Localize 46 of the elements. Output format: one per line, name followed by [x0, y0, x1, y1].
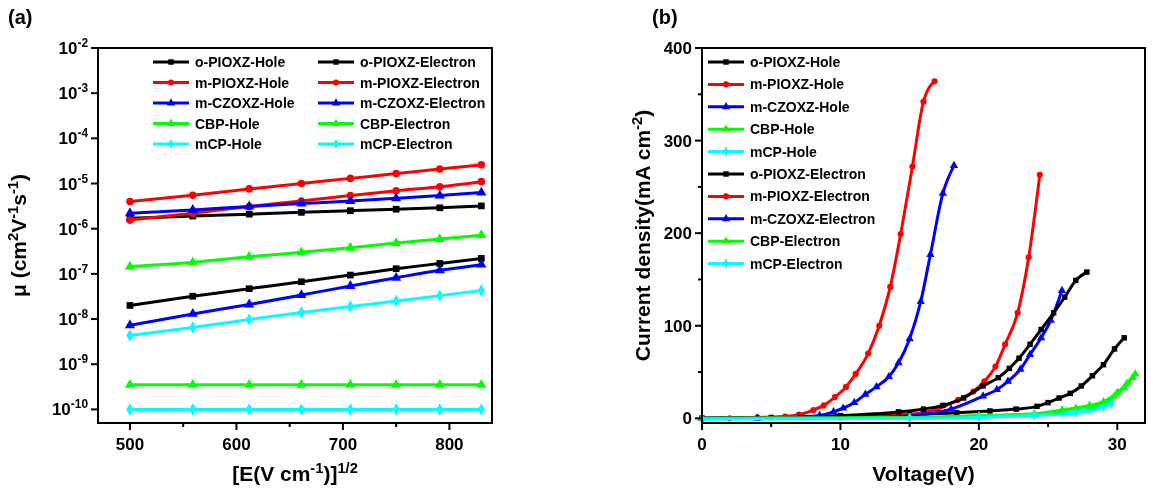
y-tick-label: 400: [663, 39, 692, 58]
legend-label: mCP-Electron: [750, 255, 843, 272]
legend-label: mCP-Hole: [750, 143, 818, 160]
legend-label: CBP-Hole: [750, 121, 815, 138]
y-tick-label: 10$^{-4}$: [58, 126, 89, 149]
legend-label: m-CZOXZ-Electron: [360, 95, 486, 111]
y-tick-label: 10$^{-7}$: [58, 261, 89, 284]
x-tick-label: 30: [1107, 435, 1127, 454]
x-tick-label: 20: [969, 435, 989, 454]
y-tick-label: 0: [682, 409, 692, 429]
x-axis-title: [E(V cm$^{-1}$)]$^{1/2}$: [232, 460, 358, 485]
legend-label: m-CZOXZ-Hole: [750, 98, 850, 115]
x-tick-label: 800: [435, 435, 464, 454]
y-tick-label: 10$^{-2}$: [58, 36, 89, 58]
x-tick-label: 10: [830, 435, 850, 454]
y-tick-label: 200: [663, 224, 692, 244]
x-tick-label: 600: [222, 435, 251, 454]
legend-label: m-PIOXZ-Hole: [195, 74, 290, 91]
y-tick-label: 10$^{-9}$: [58, 352, 89, 375]
y-tick-label: 10$^{-3}$: [58, 81, 89, 104]
y-tick-label: 10$^{-6}$: [58, 216, 89, 239]
chart-title: (a): [8, 6, 33, 28]
legend-label: m-PIOXZ-Hole: [750, 76, 845, 93]
legend-label: o-PIOXZ-Hole: [750, 54, 841, 70]
y-tick-label: 10$^{-5}$: [58, 171, 89, 194]
x-axis-title: Voltage(V): [872, 462, 975, 485]
x-tick-label: 700: [328, 435, 358, 454]
y-tick-label: 300: [663, 131, 692, 151]
legend-label: m-CZOXZ-Electron: [750, 210, 876, 227]
legend-label: CBP-Electron: [750, 233, 841, 250]
legend-label: o-PIOXZ-Electron: [750, 166, 866, 182]
x-tick-label: 0: [697, 435, 707, 454]
x-tick-label: 500: [115, 435, 145, 454]
y-tick-label: 10$^{-8}$: [58, 307, 89, 330]
y-tick-label: 100: [663, 316, 692, 336]
legend-label: o-PIOXZ-Hole: [195, 54, 286, 70]
legend-label: m-PIOXZ-Electron: [750, 188, 870, 205]
y-tick-label: 10$^{-10}$: [51, 397, 89, 420]
legend-label: CBP-Hole: [195, 115, 260, 132]
legend-label: m-PIOXZ-Electron: [360, 74, 480, 91]
legend-label: mCP-Hole: [195, 136, 263, 152]
chart-title: (b): [652, 6, 678, 28]
legend-label: m-CZOXZ-Hole: [195, 95, 295, 111]
legend-label: mCP-Electron: [360, 136, 453, 152]
legend-label: o-PIOXZ-Electron: [360, 54, 476, 70]
legend-label: CBP-Electron: [360, 115, 451, 132]
